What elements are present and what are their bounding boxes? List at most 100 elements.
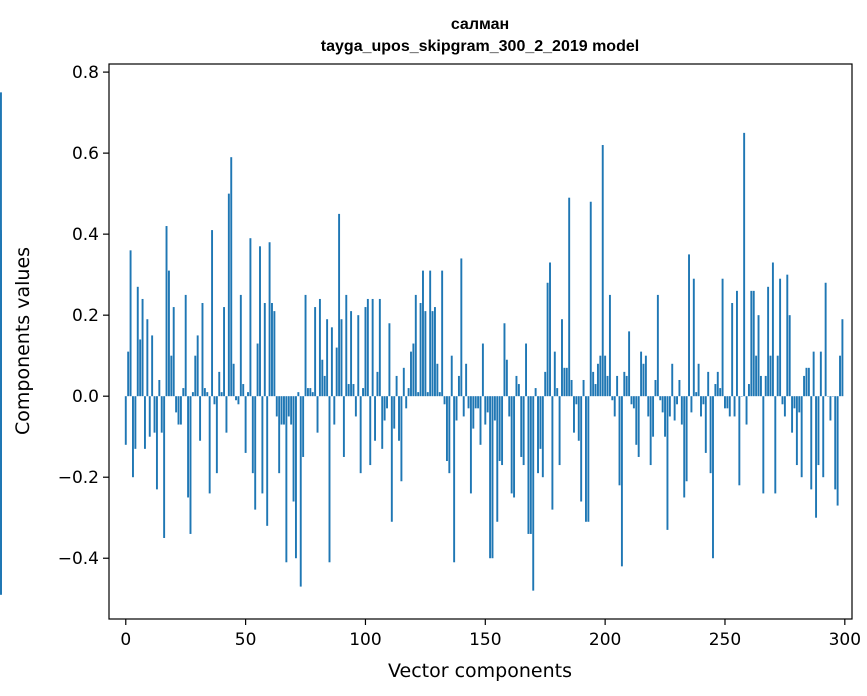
bar-127 xyxy=(429,270,432,397)
bar-59 xyxy=(266,396,269,526)
bar-279 xyxy=(793,396,796,409)
bar-187 xyxy=(573,396,575,433)
bar-246 xyxy=(714,384,717,397)
bar-144 xyxy=(469,396,472,494)
bar-195 xyxy=(592,371,595,397)
bar-22 xyxy=(177,396,180,425)
bar-16 xyxy=(163,396,166,538)
bar-180 xyxy=(556,388,559,397)
y-axis-label: Components values xyxy=(12,247,34,435)
bar-261 xyxy=(750,290,753,397)
bar-183 xyxy=(563,367,566,397)
bar-247 xyxy=(716,371,719,397)
bar-249 xyxy=(721,278,724,397)
bar-49 xyxy=(242,384,245,397)
bar-281 xyxy=(798,396,801,413)
bar-213 xyxy=(635,396,638,445)
bar-251 xyxy=(726,396,729,409)
x-axis-ticks: 0 50 100 150 200 250 300 xyxy=(120,619,861,650)
bar-288 xyxy=(815,396,818,518)
bar-148 xyxy=(479,396,482,445)
bar-157 xyxy=(501,396,504,466)
bar-14 xyxy=(158,379,161,397)
bar-75 xyxy=(304,294,307,397)
bar-174 xyxy=(541,396,544,478)
bar-91 xyxy=(342,396,345,457)
bar-200 xyxy=(604,355,607,397)
bar-294 xyxy=(829,396,832,421)
bar-123 xyxy=(419,303,422,397)
bar-58 xyxy=(263,303,266,397)
y-axis-ticks: −0.4 −0.2 0.0 0.2 0.4 0.6 0.8 xyxy=(58,63,109,569)
bar-3 xyxy=(132,396,134,478)
bar-27 xyxy=(189,396,192,534)
bar-155 xyxy=(496,396,499,522)
bar-12 xyxy=(153,396,156,433)
bar-9 xyxy=(146,319,149,397)
bar-239 xyxy=(697,363,700,397)
bar-154 xyxy=(493,396,496,421)
bar-259 xyxy=(745,396,748,425)
bar-236 xyxy=(690,396,693,413)
bar-273 xyxy=(779,278,782,397)
bar-178 xyxy=(551,396,554,510)
bar-250 xyxy=(724,396,726,409)
bar-39 xyxy=(218,371,221,397)
bar-38 xyxy=(215,396,218,474)
bar-41 xyxy=(223,307,226,397)
bar-141 xyxy=(462,396,465,417)
bar-142 xyxy=(465,363,468,397)
bar-298 xyxy=(839,355,841,397)
bar-169 xyxy=(529,396,532,534)
bar-165 xyxy=(520,396,523,457)
bar-68 xyxy=(287,396,290,417)
bar-272 xyxy=(776,355,779,397)
bar-131 xyxy=(438,392,441,397)
bar-46 xyxy=(235,396,237,401)
bar-128 xyxy=(431,311,434,397)
bar-108 xyxy=(383,396,386,421)
bar-62 xyxy=(273,311,276,397)
bar-7 xyxy=(141,298,144,397)
bar-132 xyxy=(441,270,444,397)
bar-79 xyxy=(314,307,317,397)
bar-161 xyxy=(510,396,513,494)
bar-36 xyxy=(211,230,214,397)
bar-2 xyxy=(129,250,132,397)
bar-151 xyxy=(486,396,489,413)
bar-175 xyxy=(544,371,547,397)
bar-50 xyxy=(244,396,247,453)
bar-189 xyxy=(577,396,580,441)
bar-158 xyxy=(503,323,506,397)
bar-0 xyxy=(124,396,127,445)
bar-24 xyxy=(182,388,185,397)
bar-series xyxy=(0,92,844,595)
bar-156 xyxy=(498,396,501,462)
bar-55 xyxy=(256,343,259,397)
bar-4 xyxy=(134,396,137,449)
bar-26 xyxy=(187,396,190,498)
bar-87 xyxy=(333,396,336,425)
bar-287 xyxy=(812,351,815,397)
bar-265 xyxy=(759,375,762,397)
x-tick-label: 100 xyxy=(349,630,381,650)
x-tick-label: 50 xyxy=(235,630,257,650)
bar-111 xyxy=(390,396,393,522)
bar-227 xyxy=(668,396,671,417)
bar-153 xyxy=(491,396,494,559)
bar-285 xyxy=(807,367,810,397)
bar-110 xyxy=(388,323,391,397)
bar-109 xyxy=(386,396,388,409)
bar-166 xyxy=(522,396,525,466)
bar-292 xyxy=(824,282,827,397)
bar-57 xyxy=(261,396,264,494)
bar-163 xyxy=(515,375,518,397)
y-tick-label: 0.4 xyxy=(72,225,99,245)
bar-103 xyxy=(371,298,374,397)
bar-137 xyxy=(453,396,456,563)
bar-223 xyxy=(659,396,662,401)
bar-147 xyxy=(477,396,480,409)
bar-207 xyxy=(620,396,623,567)
bar-206 xyxy=(618,396,621,486)
bar-89 xyxy=(338,213,341,397)
